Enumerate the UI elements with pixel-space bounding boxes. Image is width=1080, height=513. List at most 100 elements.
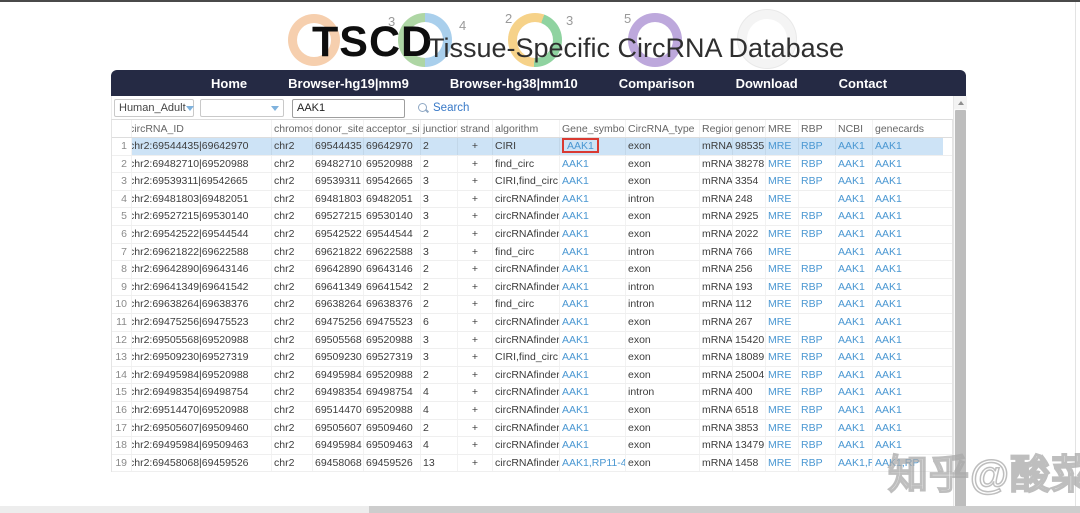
table-row[interactable]: 10 chr2:69638264|69638376 chr2 69638264 6963… (112, 296, 952, 314)
table-row[interactable]: 14 chr2:69495984|69520988 chr2 69495984 6952… (112, 366, 952, 385)
ncbi-link[interactable]: AAK1 (838, 333, 865, 346)
rbp-link[interactable]: RBP (801, 280, 823, 293)
nav-item-comparison[interactable]: Comparison (618, 75, 695, 91)
ncbi-link[interactable]: AAK1 (838, 280, 865, 293)
genecards-link[interactable]: AAK1 (875, 421, 902, 434)
genecards-link[interactable]: AAK1 (875, 403, 902, 416)
genecards-link[interactable]: AAK1 (875, 386, 902, 399)
nav-item-contact[interactable]: Contact (838, 75, 888, 91)
mre-link[interactable]: MRE (768, 315, 792, 328)
table-row[interactable]: 7 chr2:69621822|69622588 chr2 69621822 69622… (112, 243, 952, 262)
genecards-link[interactable]: AAK1 (875, 351, 902, 364)
ncbi-link[interactable]: AAK1 (838, 421, 865, 434)
genecards-link[interactable]: AAK1 (875, 263, 902, 276)
table-row[interactable]: 5 chr2:69527215|69530140 chr2 69527215 69530… (112, 208, 952, 226)
gene-symbol-link[interactable]: AAK1 (567, 140, 594, 152)
nav-item-browser-hg38[interactable]: Browser-hg38|mm10 (449, 75, 578, 91)
rbp-link[interactable]: RBP (801, 157, 823, 170)
genecards-link[interactable]: AAK1 (875, 333, 902, 346)
ncbi-link[interactable]: AAK1 (838, 192, 865, 205)
scrollbar-thumb[interactable] (955, 110, 966, 512)
mre-link[interactable]: MRE (768, 210, 792, 223)
mre-link[interactable]: MRE (768, 351, 792, 364)
gene-symbol-link[interactable]: AAK1 (562, 227, 589, 240)
table-row[interactable]: 12 chr2:69505568|69520988 chr2 69505568 6952… (112, 331, 952, 350)
tissue-select[interactable]: Human_Adult (114, 99, 194, 117)
table-row[interactable]: 3 chr2:69539311|69542665 chr2 69539311 69542… (112, 173, 952, 191)
gene-symbol-link[interactable]: AAK1 (562, 315, 589, 328)
table-row[interactable]: 16 chr2:69514470|69520988 chr2 69514470 6952… (112, 401, 952, 420)
mre-link[interactable]: MRE (768, 280, 792, 293)
genecards-link[interactable]: AAK1,RP (875, 456, 920, 469)
table-row[interactable]: 9 chr2:69641349|69641542 chr2 69641349 69641… (112, 278, 952, 297)
vertical-scrollbar[interactable] (953, 96, 967, 513)
ncbi-link[interactable]: AAK1 (838, 245, 865, 258)
gene-symbol-link[interactable]: AAK1 (562, 192, 589, 205)
ncbi-link[interactable]: AAK1 (838, 386, 865, 399)
mre-link[interactable]: MRE (768, 403, 792, 416)
mre-link[interactable]: MRE (768, 386, 792, 399)
ncbi-link[interactable]: AAK1 (838, 210, 865, 223)
rbp-link[interactable]: RBP (801, 386, 823, 399)
gene-symbol-link[interactable]: AAK1 (562, 298, 589, 311)
gene-symbol-link[interactable]: AAK1 (562, 263, 589, 276)
table-row[interactable]: 13 chr2:69509230|69527319 chr2 69509230 6952… (112, 349, 952, 367)
nav-item-browser-hg19[interactable]: Browser-hg19|mm9 (288, 75, 409, 91)
rbp-link[interactable]: RBP (801, 140, 823, 152)
scroll-up-button[interactable] (954, 96, 967, 109)
gene-symbol-link[interactable]: AAK1 (562, 175, 589, 188)
rbp-link[interactable]: RBP (801, 456, 823, 469)
ncbi-link[interactable]: AAK1 (838, 439, 865, 452)
genecards-link[interactable]: AAK1 (875, 192, 902, 205)
gene-symbol-link[interactable]: AAK1 (562, 333, 589, 346)
nav-item-download[interactable]: Download (735, 75, 798, 91)
genecards-link[interactable]: AAK1 (875, 368, 902, 381)
nav-item-home[interactable]: Home (211, 75, 248, 91)
mre-link[interactable]: MRE (768, 421, 792, 434)
gene-symbol-link[interactable]: AAK1 (562, 386, 589, 399)
rbp-link[interactable]: RBP (801, 368, 823, 381)
rbp-link[interactable]: RBP (801, 298, 823, 311)
ncbi-link[interactable]: AAK1 (838, 403, 865, 416)
rbp-link[interactable]: RBP (801, 439, 823, 452)
ncbi-link[interactable]: AAK1 (838, 140, 865, 152)
table-row[interactable]: 15 chr2:69498354|69498754 chr2 69498354 6949… (112, 384, 952, 402)
genecards-link[interactable]: AAK1 (875, 439, 902, 452)
table-row[interactable]: 4 chr2:69481803|69482051 chr2 69481803 69482… (112, 190, 952, 209)
table-row[interactable]: 2 chr2:69482710|69520988 chr2 69482710 69520… (112, 155, 952, 174)
genecards-link[interactable]: AAK1 (875, 245, 902, 258)
mre-link[interactable]: MRE (768, 456, 792, 469)
mre-link[interactable]: MRE (768, 140, 792, 152)
horizontal-scrollbar[interactable] (0, 506, 1080, 513)
gene-symbol-link[interactable]: AAK1 (562, 403, 589, 416)
rbp-link[interactable]: RBP (801, 227, 823, 240)
genecards-link[interactable]: AAK1 (875, 315, 902, 328)
ncbi-link[interactable]: AAK1 (838, 263, 865, 276)
table-row[interactable]: 6 chr2:69542522|69544544 chr2 69542522 69544… (112, 225, 952, 244)
rbp-link[interactable]: RBP (801, 421, 823, 434)
ncbi-link[interactable]: AAK1 (838, 298, 865, 311)
table-row[interactable]: 17 chr2:69505607|69509460 chr2 69505607 6950… (112, 419, 952, 438)
query-input[interactable] (292, 98, 405, 118)
search-button[interactable]: Search (417, 102, 469, 114)
mre-link[interactable]: MRE (768, 245, 792, 258)
rbp-link[interactable]: RBP (801, 263, 823, 276)
genecards-link[interactable]: AAK1 (875, 140, 902, 152)
ncbi-link[interactable]: AAK1 (838, 351, 865, 364)
genecards-link[interactable]: AAK1 (875, 298, 902, 311)
gene-symbol-link[interactable]: AAK1 (562, 157, 589, 170)
table-row[interactable]: 18 chr2:69495984|69509463 chr2 69495984 6950… (112, 437, 952, 455)
genecards-link[interactable]: AAK1 (875, 227, 902, 240)
rbp-link[interactable]: RBP (801, 210, 823, 223)
table-row[interactable]: 8 chr2:69642890|69643146 chr2 69642890 69643… (112, 261, 952, 279)
mre-link[interactable]: MRE (768, 298, 792, 311)
genecards-link[interactable]: AAK1 (875, 210, 902, 223)
rbp-link[interactable]: RBP (801, 403, 823, 416)
rbp-link[interactable]: RBP (801, 351, 823, 364)
genecards-link[interactable]: AAK1 (875, 280, 902, 293)
mre-link[interactable]: MRE (768, 192, 792, 205)
ncbi-link[interactable]: AAK1,RP (838, 456, 872, 469)
ncbi-link[interactable]: AAK1 (838, 315, 865, 328)
table-row[interactable]: 19 chr2:69458068|69459526 chr2 69458068 6945… (112, 454, 952, 473)
gene-symbol-link[interactable]: AAK1 (562, 280, 589, 293)
